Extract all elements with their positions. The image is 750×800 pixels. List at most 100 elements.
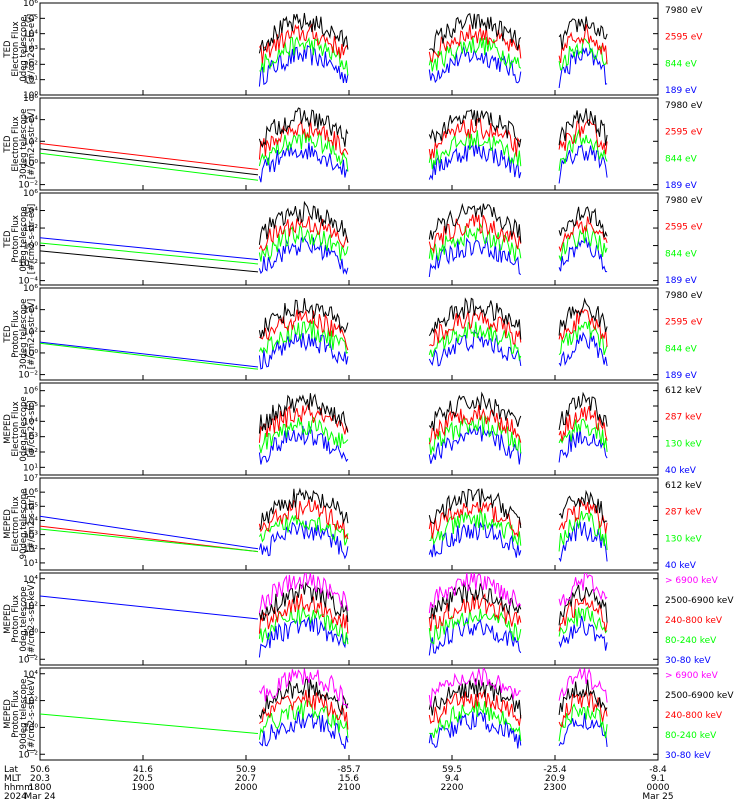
gap-interpolation-line xyxy=(40,341,259,368)
y-tick-label: 10⁴ xyxy=(23,516,38,526)
x-tick-label-lat: 50.6 xyxy=(30,765,50,775)
y-tick-label: 10⁵ xyxy=(23,502,38,512)
y-axis-label: MEPED xyxy=(3,414,13,444)
x-tick-label-mlt: 20.5 xyxy=(133,774,153,784)
series-trace xyxy=(258,297,608,340)
series-trace xyxy=(258,593,608,634)
legend-entry: 189 eV xyxy=(665,86,698,96)
y-tick-label: 10⁻² xyxy=(18,259,38,269)
series-trace xyxy=(258,117,608,160)
y-tick-label: 10² xyxy=(23,60,38,70)
data-area xyxy=(258,12,608,89)
legend-entry: 7980 eV xyxy=(665,6,703,16)
y-axis-label: Electron Flux xyxy=(11,116,21,171)
x-tick-label-hhmm: 0000 xyxy=(647,783,670,793)
series-trace xyxy=(258,668,608,709)
y-tick-label: 10³ xyxy=(23,45,38,55)
y-tick-label: 10⁻⁴ xyxy=(18,277,38,287)
x-row-label: Lat xyxy=(4,765,19,775)
x-tick-label-lat: -25.4 xyxy=(543,765,567,775)
gap-interpolation-line xyxy=(40,250,259,273)
legend-entry: 40 keV xyxy=(665,561,697,571)
y-axis-label: Electron Flux xyxy=(11,21,21,76)
y-tick-label: 10⁶ xyxy=(23,488,38,498)
y-tick-label: 10¹ xyxy=(23,76,38,86)
gap-interpolation-line xyxy=(40,713,259,735)
panel-frame xyxy=(39,477,659,571)
legend-entry: 240-800 keV xyxy=(665,616,723,626)
y-axis-label: Proton Flux xyxy=(11,215,21,263)
legend-entry: 844 eV xyxy=(665,59,698,69)
y-tick-label: 10² xyxy=(23,697,38,707)
legend-entry: 7980 eV xyxy=(665,291,703,301)
legend-entry: 612 keV xyxy=(665,481,702,491)
y-axis-label: 90deg telescope xyxy=(19,489,29,560)
legend-entry: 130 keV xyxy=(665,534,702,544)
legend-entry: > 6900 keV xyxy=(665,576,719,586)
legend-entry: 7980 eV xyxy=(665,196,703,206)
series-trace xyxy=(258,615,608,658)
legend-entry: 189 eV xyxy=(665,276,698,286)
gap-interpolation-line xyxy=(40,515,259,550)
legend-entry: 80-240 keV xyxy=(665,636,717,646)
y-axis-label: [#/cm2-s-str] xyxy=(27,496,37,553)
y-axis-label: 0deg telescope xyxy=(19,206,29,271)
x-tick-label-lat: -8.4 xyxy=(649,765,667,775)
y-tick-label: 10² xyxy=(23,545,38,555)
legend-entry: 287 keV xyxy=(665,508,702,518)
data-area xyxy=(40,107,608,184)
y-axis-label: Electron Flux xyxy=(11,496,21,551)
series-trace xyxy=(259,487,608,530)
panel-frame xyxy=(39,2,659,96)
x-tick-label-mlt: 15.6 xyxy=(339,774,359,784)
x-row-label: hhmm xyxy=(4,783,33,793)
y-axis-label: [#/cm2-s-str] xyxy=(27,401,37,458)
gap-interpolation-line xyxy=(40,595,259,620)
x-tick-label-mlt: 20.7 xyxy=(236,774,256,784)
gap-interpolation-line xyxy=(40,242,259,265)
series-trace xyxy=(258,200,608,245)
gap-interpolation-line xyxy=(40,152,259,181)
legend-entry: 189 eV xyxy=(665,371,698,381)
gap-interpolation-line xyxy=(40,528,259,553)
data-area xyxy=(40,200,608,278)
series-trace xyxy=(258,413,608,455)
gap-interpolation-line xyxy=(40,237,259,261)
y-tick-label: 10⁵ xyxy=(23,14,38,24)
legend-entry: 844 eV xyxy=(665,249,698,259)
series-trace xyxy=(258,12,608,54)
x-tick-label-lat: 59.5 xyxy=(442,765,462,775)
y-tick-label: 10⁻² xyxy=(18,750,38,760)
legend-entry: 30-80 keV xyxy=(665,751,711,761)
data-area xyxy=(40,487,608,563)
y-tick-label: 10⁴ xyxy=(23,116,38,126)
y-tick-label: 10⁰ xyxy=(23,628,38,638)
y-tick-label: 10⁵ xyxy=(23,402,38,412)
legend-entry: 844 eV xyxy=(665,154,698,164)
series-trace xyxy=(258,573,608,614)
y-axis-label: 0deg telescope xyxy=(19,16,29,81)
y-axis-label: TED xyxy=(3,135,13,154)
y-axis-label: 30deg telescope xyxy=(19,109,29,180)
legend-entry: 40 keV xyxy=(665,466,697,476)
legend-entry: 7980 eV xyxy=(665,101,703,111)
x-tick-label-hhmm: 1900 xyxy=(132,783,155,793)
y-tick-label: 10⁷ xyxy=(23,474,38,484)
x-row-label: MLT xyxy=(4,774,22,784)
y-axis-label: 30deg telescope xyxy=(19,299,29,370)
legend-entry: 2595 eV xyxy=(665,223,703,233)
legend-entry: 2595 eV xyxy=(665,318,703,328)
y-axis-label: TED xyxy=(3,230,13,249)
y-axis-label: [#/cm2-s-str-keV] xyxy=(27,582,37,657)
x-tick-label-hhmm: 2000 xyxy=(235,783,258,793)
y-axis-label: [#/cm2-s-str-keV] xyxy=(27,677,37,752)
data-area xyxy=(40,573,608,658)
y-tick-label: 10⁰ xyxy=(23,91,38,101)
legend-entry: 2500-6900 keV xyxy=(665,596,734,606)
y-tick-label: 10⁰ xyxy=(23,723,38,733)
